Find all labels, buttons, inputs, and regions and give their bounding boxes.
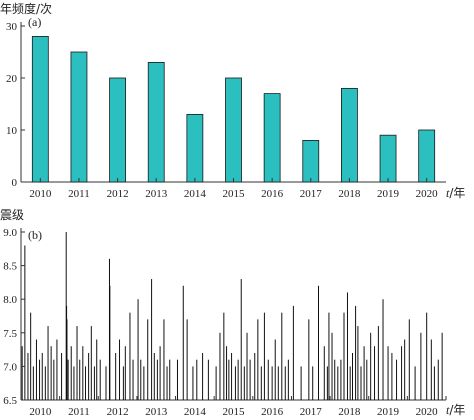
panel-a-x-tick-label: 2012 <box>107 188 129 200</box>
panel-a-x-tick-label: 2019 <box>377 188 400 200</box>
panel-b-y-axis-label: 震级 <box>0 208 24 222</box>
panel-a-y-axis-label: 年频度/次 <box>0 1 52 16</box>
panel-a-y-ticks: 0 10 20 30 <box>6 21 25 189</box>
panel-b-y-tick-label: 7.0 <box>3 361 17 373</box>
panel-b-x-tick-label: 2017 <box>300 406 323 418</box>
panel-a-label: (a) <box>28 15 41 29</box>
panel-a-y-tick-label: 20 <box>6 73 18 85</box>
panel-a-x-tick-label: 2013 <box>145 188 168 200</box>
panel-b-x-tick-label: 2013 <box>145 406 168 418</box>
panel-b-x-tick-label: 2014 <box>184 406 207 418</box>
panel-b-y-tick-label: 9.0 <box>3 227 17 239</box>
bar-2020 <box>418 129 436 183</box>
panel-a-y-tick-label: 10 <box>6 125 18 137</box>
panel-a-x-tick-label: 2014 <box>184 188 207 200</box>
panel-a-x-axis-label: t/年 <box>446 186 465 200</box>
panel-b-magnitude-stems <box>21 232 443 400</box>
bar-2016 <box>263 93 281 183</box>
panel-b-x-var: t <box>446 403 450 417</box>
panel-b-x-axis-label: t/年 <box>446 403 465 417</box>
panel-b-x-tick-label: 2019 <box>377 406 400 418</box>
panel-b-x-tick-label: 2011 <box>68 406 90 418</box>
panel-b-y-tick-label: 8.5 <box>3 261 17 273</box>
panel-b-y-tick-label: 7.5 <box>3 328 17 340</box>
panel-a-x-tick-label: 2017 <box>300 188 323 200</box>
bar-2015 <box>225 77 242 183</box>
panel-b-label: (b) <box>28 228 42 242</box>
panel-a-bars <box>31 36 436 183</box>
panel-b-x-tick-label: 2020 <box>416 406 439 418</box>
panel-a-x-tick-label: 2018 <box>338 188 361 200</box>
panel-a-x-unit: /年 <box>449 186 465 200</box>
panel-b-x-tick-label: 2018 <box>338 406 361 418</box>
bar-2012 <box>109 77 126 183</box>
panel-b-y-tick-label: 8.0 <box>3 294 17 306</box>
panel-a-y-tick-label: 0 <box>12 177 18 189</box>
panel-b-x-tick-label: 2015 <box>223 406 246 418</box>
bar-2011 <box>70 51 88 183</box>
panel-a-x-tick-label: 2011 <box>68 188 90 200</box>
panel-b-x-tick-label: 2016 <box>261 406 284 418</box>
panel-a-x-ticks: 2010 2011 2012 2013 2014 2015 2016 2017 2018 2019… <box>29 178 438 200</box>
magnitude-time-panel: 震级 (b) 6.57.07.58.08.59.0 2010 2011 2012 20… <box>0 208 465 418</box>
panel-b-y-ticks: 6.5 7.0 7.5 8.0 8.5 9.0 <box>3 227 25 407</box>
bar-2010 <box>31 36 49 183</box>
panel-b-x-tick-label: 2012 <box>107 406 129 418</box>
panel-b-y-tick-label: 6.5 <box>3 395 17 407</box>
panel-a-x-tick-label: 2016 <box>261 188 284 200</box>
panel-b-x-tick-label: 2010 <box>29 406 52 418</box>
panel-a-x-var: t <box>446 186 450 200</box>
panel-a-x-tick-label: 2020 <box>416 188 439 200</box>
bar-2017 <box>302 139 320 183</box>
panel-a-x-tick-label: 2010 <box>29 188 52 200</box>
bar-2018 <box>341 88 358 183</box>
panel-a-y-tick-label: 30 <box>6 21 18 33</box>
bar-2013 <box>147 62 165 183</box>
bar-2014 <box>186 114 204 183</box>
panel-b-axes <box>20 228 446 401</box>
panel-b-x-ticks: 2010 2011 2012 2013 2014 2015 2016 2017 2018 2019… <box>20 396 447 418</box>
bar-2019 <box>379 134 397 183</box>
panel-b-x-unit: /年 <box>449 403 465 417</box>
panel-a-x-tick-label: 2015 <box>223 188 246 200</box>
